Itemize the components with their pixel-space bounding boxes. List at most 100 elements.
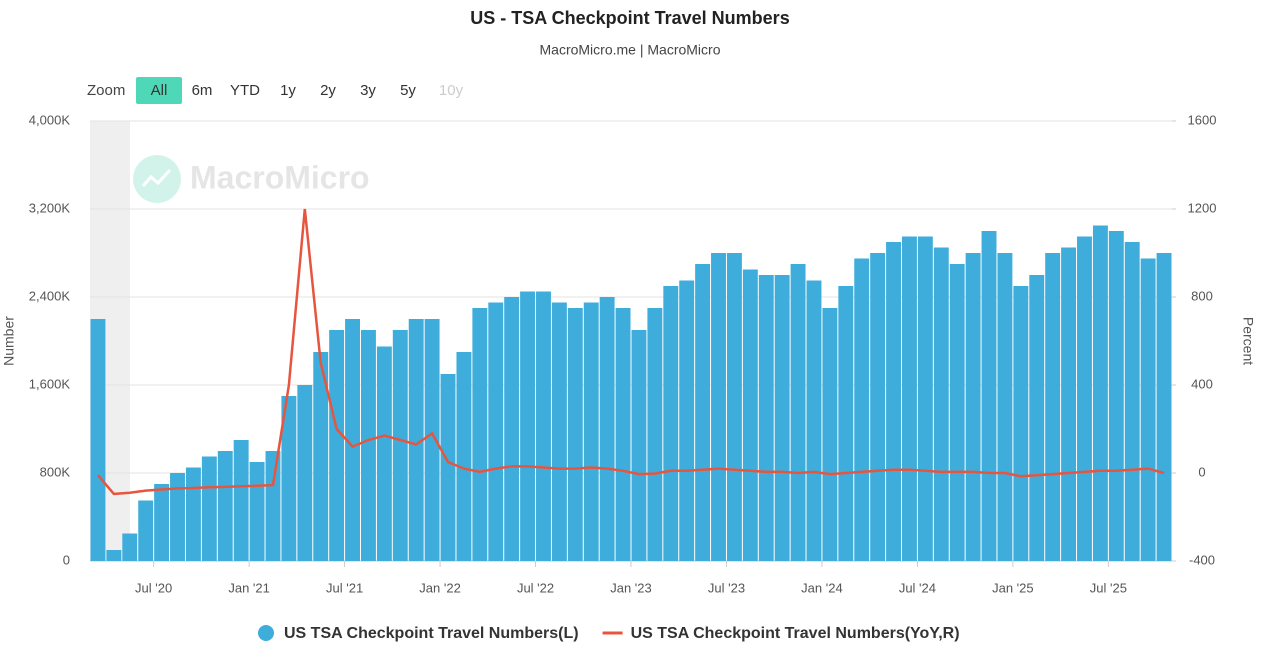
x-tick-label: Jul '21 <box>326 580 363 595</box>
zoom-button[interactable]: YTD <box>230 82 260 99</box>
zoom-button[interactable]: 2y <box>320 82 336 99</box>
chart-title: US - TSA Checkpoint Travel Numbers <box>470 8 789 28</box>
bar <box>806 280 822 561</box>
bar <box>122 533 138 561</box>
zoom-button[interactable]: 3y <box>360 82 376 99</box>
bar <box>854 258 870 561</box>
bar <box>981 231 997 561</box>
bar <box>822 308 838 561</box>
bar <box>1124 242 1140 561</box>
bar <box>440 374 456 561</box>
y-tick-label: 1,600K <box>29 376 71 391</box>
bar <box>663 286 679 561</box>
bar <box>583 302 599 561</box>
zoom-button-label[interactable]: 2y <box>320 82 336 99</box>
bar <box>138 500 154 561</box>
bar <box>615 308 631 561</box>
bar <box>154 484 170 561</box>
y2-tick-label: 800 <box>1191 288 1213 303</box>
bar <box>711 253 726 561</box>
zoom-button-bg[interactable] <box>136 77 182 104</box>
x-tick-label: Jan '25 <box>992 580 1034 595</box>
bar <box>726 253 742 561</box>
bar <box>201 456 217 561</box>
bar <box>329 330 345 561</box>
y-tick-label: 800K <box>40 464 71 479</box>
zoom-button[interactable]: 1y <box>280 82 296 99</box>
legend-label[interactable]: US TSA Checkpoint Travel Numbers(L) <box>284 625 579 642</box>
zoom-button-label[interactable]: 3y <box>360 82 376 99</box>
y-tick-label: 2,400K <box>29 288 71 303</box>
bar <box>249 462 265 561</box>
zoom-button-label[interactable]: All <box>151 82 168 99</box>
y2-axis-title: Percent <box>1240 317 1256 365</box>
bar <box>297 385 313 561</box>
bar <box>536 291 551 561</box>
bar <box>106 550 122 561</box>
bar <box>838 286 854 561</box>
y2-tick-label: 400 <box>1191 376 1213 391</box>
bar <box>917 236 933 561</box>
bar <box>965 253 981 561</box>
bar <box>520 291 536 561</box>
y2-tick-label: 1600 <box>1188 112 1217 127</box>
watermark: MacroMicro <box>133 155 370 203</box>
bar <box>551 302 567 561</box>
y-tick-label: 0 <box>63 552 70 567</box>
zoom-button[interactable]: 10y <box>439 82 464 99</box>
legend-symbol[interactable] <box>258 625 274 641</box>
bar <box>1092 225 1108 561</box>
bar <box>345 319 360 561</box>
y2-tick-label: 0 <box>1198 464 1205 479</box>
bar <box>456 352 472 561</box>
bar <box>90 319 106 561</box>
bar <box>695 264 711 561</box>
zoom-button-label[interactable]: 6m <box>192 82 213 99</box>
bar <box>742 269 758 561</box>
bar <box>361 330 376 561</box>
x-tick-label: Jan '22 <box>419 580 461 595</box>
line <box>97 208 1165 496</box>
bar <box>902 236 917 561</box>
zoom-button[interactable]: All <box>136 77 182 104</box>
bar <box>185 467 201 561</box>
bar <box>233 440 249 561</box>
x-tick-label: Jan '21 <box>228 580 270 595</box>
zoom-button-label[interactable]: 1y <box>280 82 296 99</box>
bar <box>599 297 615 561</box>
legend-item[interactable]: US TSA Checkpoint Travel Numbers(L) <box>258 625 579 642</box>
zoom-button-label[interactable]: YTD <box>230 82 260 99</box>
bar <box>647 308 663 561</box>
bar <box>949 264 965 561</box>
bar <box>1013 286 1029 561</box>
watermark-text: MacroMicro <box>190 159 370 195</box>
bar <box>408 319 424 561</box>
legend-label[interactable]: US TSA Checkpoint Travel Numbers(YoY,R) <box>631 625 960 642</box>
x-tick-label: Jul '25 <box>1090 580 1127 595</box>
y-axis-title: Number <box>1 316 17 366</box>
bar <box>170 473 185 561</box>
chart-subtitle: MacroMicro.me | MacroMicro <box>540 42 721 58</box>
bar <box>1140 258 1156 561</box>
bar <box>679 280 695 561</box>
zoom-button-label[interactable]: 10y <box>439 82 464 99</box>
zoom-button-label[interactable]: 5y <box>400 82 416 99</box>
x-tick-label: Jul '23 <box>708 580 745 595</box>
y2-tick-label: 1200 <box>1188 200 1217 215</box>
y-tick-label: 3,200K <box>29 200 71 215</box>
x-tick-label: Jul '24 <box>899 580 936 595</box>
x-tick-label: Jul '22 <box>517 580 554 595</box>
legend-item[interactable]: US TSA Checkpoint Travel Numbers(YoY,R) <box>602 625 960 642</box>
bar <box>313 352 329 561</box>
bar <box>1108 231 1124 561</box>
bar <box>424 319 440 561</box>
zoom-button[interactable]: 5y <box>400 82 416 99</box>
bar <box>376 346 392 561</box>
x-tick-label: Jan '24 <box>801 580 843 595</box>
bar <box>870 253 886 561</box>
bar <box>504 297 520 561</box>
zoom-button[interactable]: 6m <box>192 82 213 99</box>
zoom-label: Zoom <box>87 82 125 99</box>
bar <box>265 451 281 561</box>
